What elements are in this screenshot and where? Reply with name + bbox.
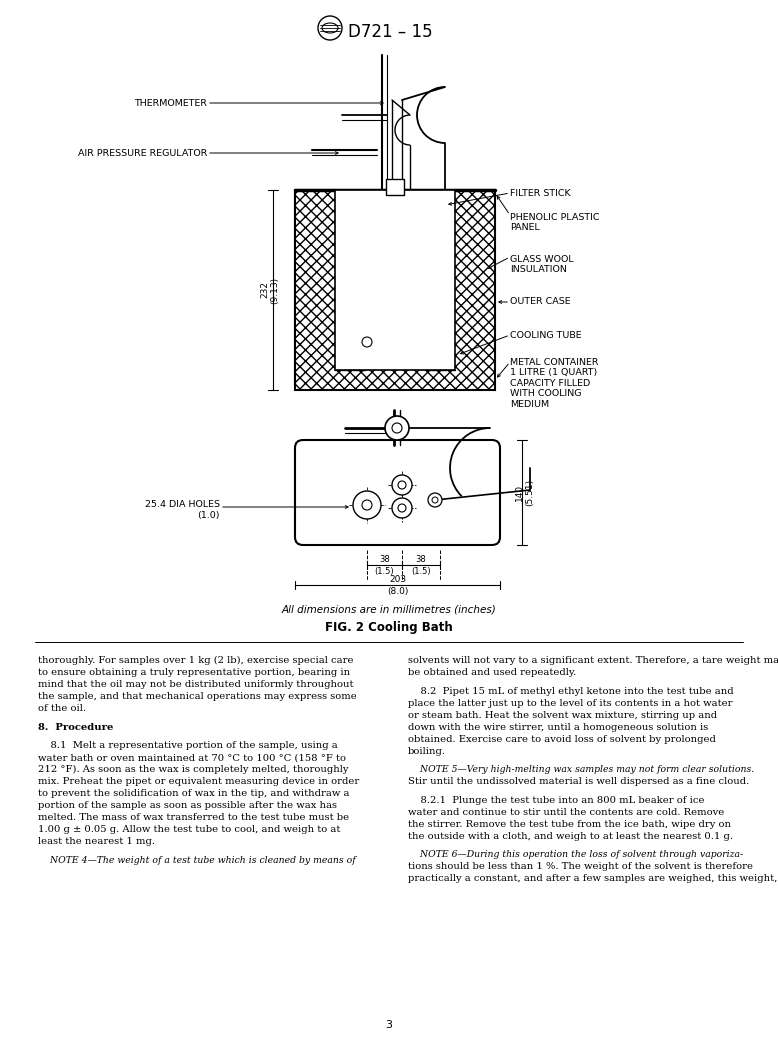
Text: 8.  Procedure: 8. Procedure xyxy=(38,722,114,732)
Text: All dimensions are in millimetres (inches): All dimensions are in millimetres (inche… xyxy=(282,605,496,615)
Text: water and continue to stir until the contents are cold. Remove: water and continue to stir until the con… xyxy=(408,808,724,817)
Text: water bath or oven maintained at 70 °C to 100 °C (158 °F to: water bath or oven maintained at 70 °C t… xyxy=(38,754,346,762)
Text: be obtained and used repeatedly.: be obtained and used repeatedly. xyxy=(408,668,576,677)
Text: Stir until the undissolved material is well dispersed as a fine cloud.: Stir until the undissolved material is w… xyxy=(408,778,749,786)
Circle shape xyxy=(398,481,406,489)
Text: the stirrer. Remove the test tube from the ice bath, wipe dry on: the stirrer. Remove the test tube from t… xyxy=(408,820,731,829)
Text: to prevent the solidification of wax in the tip, and withdraw a: to prevent the solidification of wax in … xyxy=(38,789,349,798)
Text: 232
(9.13): 232 (9.13) xyxy=(261,277,280,304)
Text: 1.00 g ± 0.05 g. Allow the test tube to cool, and weigh to at: 1.00 g ± 0.05 g. Allow the test tube to … xyxy=(38,826,340,834)
Text: or steam bath. Heat the solvent wax mixture, stirring up and: or steam bath. Heat the solvent wax mixt… xyxy=(408,711,717,719)
Circle shape xyxy=(432,497,438,503)
Text: PHENOLIC PLASTIC
PANEL: PHENOLIC PLASTIC PANEL xyxy=(510,213,600,232)
Text: AIR PRESSURE REGULATOR: AIR PRESSURE REGULATOR xyxy=(78,149,207,157)
Text: 8.2  Pipet 15 mL of methyl ethyl ketone into the test tube and: 8.2 Pipet 15 mL of methyl ethyl ketone i… xyxy=(408,687,734,695)
Circle shape xyxy=(362,500,372,510)
FancyBboxPatch shape xyxy=(295,440,500,545)
Text: thoroughly. For samples over 1 kg (2 lb), exercise special care: thoroughly. For samples over 1 kg (2 lb)… xyxy=(38,656,353,665)
Text: 8.1  Melt a representative portion of the sample, using a: 8.1 Melt a representative portion of the… xyxy=(38,741,338,751)
Circle shape xyxy=(392,423,402,433)
Text: place the latter just up to the level of its contents in a hot water: place the latter just up to the level of… xyxy=(408,699,733,708)
Text: FIG. 2 Cooling Bath: FIG. 2 Cooling Bath xyxy=(325,620,453,634)
Circle shape xyxy=(362,337,372,347)
Text: tions should be less than 1 %. The weight of the solvent is therefore: tions should be less than 1 %. The weigh… xyxy=(408,862,753,871)
Text: D721 – 15: D721 – 15 xyxy=(348,23,433,41)
Text: OUTER CASE: OUTER CASE xyxy=(510,298,570,306)
Text: least the nearest 1 mg.: least the nearest 1 mg. xyxy=(38,837,155,846)
Text: 38: 38 xyxy=(415,555,426,564)
Bar xyxy=(295,191,495,390)
Text: down with the wire stirrer, until a homogeneous solution is: down with the wire stirrer, until a homo… xyxy=(408,722,708,732)
Text: 203: 203 xyxy=(389,575,406,584)
Bar xyxy=(295,191,495,390)
Text: mind that the oil may not be distributed uniformly throughout: mind that the oil may not be distributed… xyxy=(38,680,353,689)
Circle shape xyxy=(398,504,406,512)
Circle shape xyxy=(353,491,381,519)
Text: mix. Preheat the pipet or equivalent measuring device in order: mix. Preheat the pipet or equivalent mea… xyxy=(38,778,359,786)
Text: obtained. Exercise care to avoid loss of solvent by prolonged: obtained. Exercise care to avoid loss of… xyxy=(408,735,716,743)
Text: (1.5): (1.5) xyxy=(375,567,394,576)
Text: (8.0): (8.0) xyxy=(387,587,408,596)
Text: 3: 3 xyxy=(386,1020,392,1030)
Circle shape xyxy=(385,416,409,440)
Text: COOLING TUBE: COOLING TUBE xyxy=(510,330,582,339)
Bar xyxy=(386,179,404,195)
Text: portion of the sample as soon as possible after the wax has: portion of the sample as soon as possibl… xyxy=(38,802,337,810)
Text: NOTE 6—During this operation the loss of solvent through vaporiza-: NOTE 6—During this operation the loss of… xyxy=(408,850,743,860)
Circle shape xyxy=(392,475,412,496)
Circle shape xyxy=(392,498,412,518)
Text: (1.5): (1.5) xyxy=(412,567,431,576)
Text: GLASS WOOL
INSULATION: GLASS WOOL INSULATION xyxy=(510,255,573,275)
Text: the sample, and that mechanical operations may express some: the sample, and that mechanical operatio… xyxy=(38,692,357,701)
Text: NOTE 4—The weight of a test tube which is cleaned by means of: NOTE 4—The weight of a test tube which i… xyxy=(38,856,356,865)
Text: to ensure obtaining a truly representative portion, bearing in: to ensure obtaining a truly representati… xyxy=(38,668,350,677)
Text: 140
(5.51): 140 (5.51) xyxy=(515,479,534,506)
Circle shape xyxy=(428,493,442,507)
Text: 25.4 DIA HOLES
(1.0): 25.4 DIA HOLES (1.0) xyxy=(145,501,220,519)
Text: 38: 38 xyxy=(379,555,390,564)
Text: the outside with a cloth, and weigh to at least the nearest 0.1 g.: the outside with a cloth, and weigh to a… xyxy=(408,832,733,841)
Text: melted. The mass of wax transferred to the test tube must be: melted. The mass of wax transferred to t… xyxy=(38,813,349,822)
Text: METAL CONTAINER
1 LITRE (1 QUART)
CAPACITY FILLED
WITH COOLING
MEDIUM: METAL CONTAINER 1 LITRE (1 QUART) CAPACI… xyxy=(510,358,598,409)
Text: 212 °F). As soon as the wax is completely melted, thoroughly: 212 °F). As soon as the wax is completel… xyxy=(38,765,349,775)
Text: 8.2.1  Plunge the test tube into an 800 mL beaker of ice: 8.2.1 Plunge the test tube into an 800 m… xyxy=(408,795,705,805)
Text: THERMOMETER: THERMOMETER xyxy=(134,99,207,107)
Bar xyxy=(335,191,455,370)
Text: of the oil.: of the oil. xyxy=(38,704,86,713)
Text: solvents will not vary to a significant extent. Therefore, a tare weight may: solvents will not vary to a significant … xyxy=(408,656,778,665)
Text: NOTE 5—Very high-melting wax samples may not form clear solutions.: NOTE 5—Very high-melting wax samples may… xyxy=(408,765,754,775)
Text: practically a constant, and after a few samples are weighed, this weight,: practically a constant, and after a few … xyxy=(408,874,777,884)
Text: FILTER STICK: FILTER STICK xyxy=(510,188,570,198)
Text: boiling.: boiling. xyxy=(408,746,446,756)
